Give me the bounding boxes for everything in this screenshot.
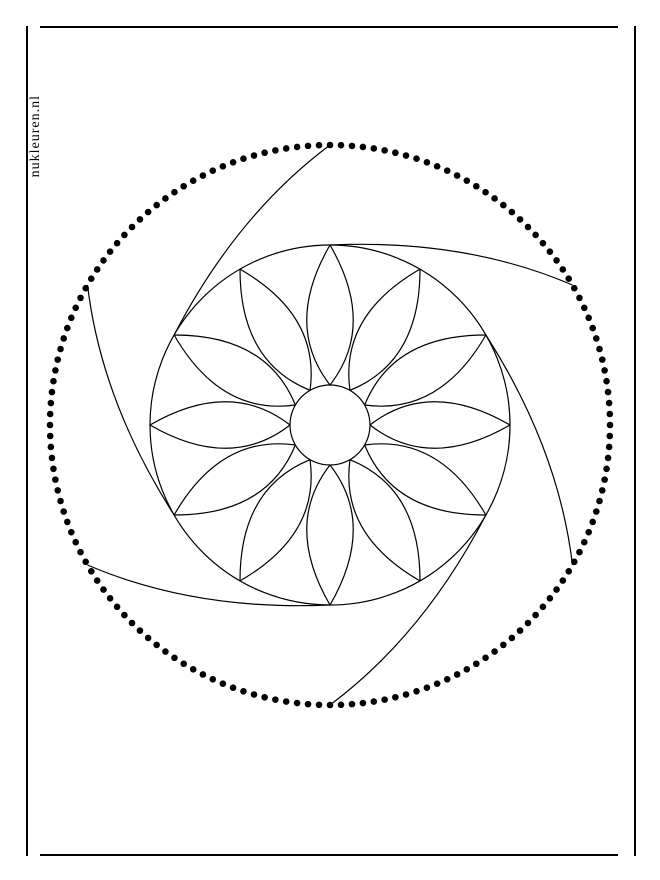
mandala-diagram: [0, 0, 660, 880]
page: nukleuren.nl: [0, 0, 660, 880]
